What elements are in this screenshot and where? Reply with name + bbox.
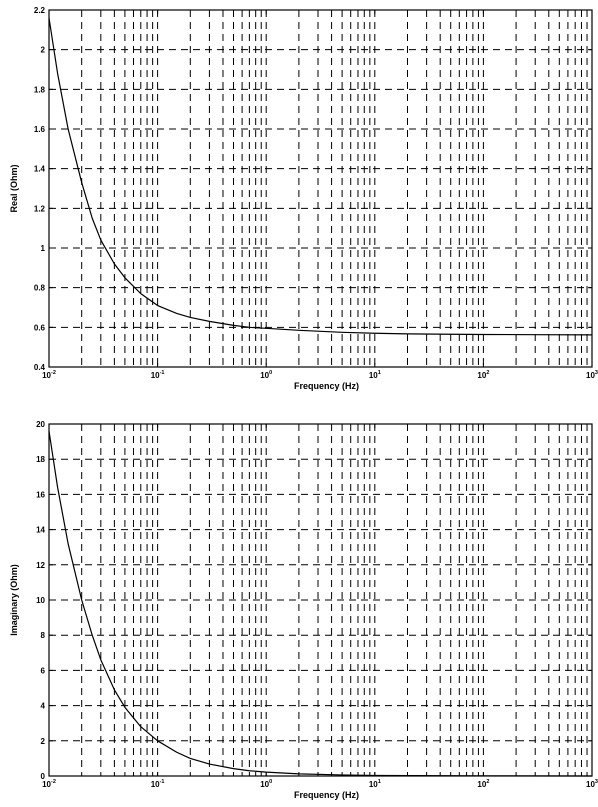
x-axis-label: Frequency (Hz) (294, 381, 359, 391)
x-tick-exponent: 3 (595, 779, 598, 785)
x-tick-label: 102 (477, 779, 489, 789)
y-tick-label: 1.6 (34, 125, 46, 134)
grid (49, 10, 592, 367)
x-tick-exponent: -1 (160, 370, 165, 376)
x-tick-exponent: 1 (378, 370, 381, 376)
x-tick-base: 10 (586, 371, 595, 380)
y-tick-label: 0.4 (34, 363, 46, 372)
y-tick-label: 1.8 (34, 85, 46, 94)
x-tick-base: 10 (586, 780, 595, 789)
x-tick-label: 10-1 (151, 370, 165, 380)
x-tick-exponent: -2 (51, 370, 56, 376)
plot-area (49, 10, 592, 367)
axes-box (48, 9, 593, 368)
x-tick-base: 10 (369, 780, 378, 789)
x-tick-base: 10 (260, 780, 269, 789)
x-tick-base: 10 (151, 371, 160, 380)
grid (49, 424, 592, 776)
y-tick-label: 20 (36, 420, 45, 429)
y-tick-label: 4 (41, 702, 46, 711)
x-tick-label: 10-1 (151, 779, 165, 789)
x-tick-exponent: 0 (269, 370, 272, 376)
x-tick-base: 10 (369, 371, 378, 380)
y-tick-label: 16 (36, 490, 45, 499)
x-tick-label: 103 (586, 779, 598, 789)
x-tick-base: 10 (42, 371, 51, 380)
x-tick-label: 10-2 (42, 370, 56, 380)
y-tick-label: 0.6 (34, 323, 46, 332)
y-tick-label: 1 (41, 244, 46, 253)
y-tick-label: 2.2 (34, 6, 46, 15)
series-line (48, 17, 593, 336)
real-part-chart: 0.40.60.811.21.41.61.822.210-2 10-1 100 101… (9, 6, 598, 391)
y-tick-label: 18 (36, 455, 45, 464)
x-tick-exponent: 2 (486, 370, 489, 376)
y-axis-label: Real (Ohm) (9, 164, 19, 212)
x-tick-base: 10 (477, 780, 486, 789)
x-tick-base: 10 (477, 371, 486, 380)
y-axis-label: Imaginary (Ohm) (9, 564, 19, 636)
y-tick-label: 0.8 (34, 284, 46, 293)
x-axis-label: Frequency (Hz) (294, 790, 359, 800)
y-tick-label: 10 (36, 596, 45, 605)
y-tick-label: 0 (41, 772, 46, 781)
x-tick-base: 10 (151, 780, 160, 789)
y-tick-label: 1.4 (34, 165, 46, 174)
y-tick-label: 12 (36, 561, 45, 570)
x-tick-exponent: 1 (378, 779, 381, 785)
x-tick-label: 101 (369, 370, 381, 380)
x-tick-label: 102 (477, 370, 489, 380)
y-tick-label: 14 (36, 526, 45, 535)
x-tick-label: 100 (260, 370, 272, 380)
x-tick-exponent: -2 (51, 779, 56, 785)
y-tick-label: 2 (41, 737, 46, 746)
x-tick-label: 103 (586, 370, 598, 380)
x-tick-exponent: 3 (595, 370, 598, 376)
x-tick-exponent: 0 (269, 779, 272, 785)
y-tick-label: 1.2 (34, 204, 46, 213)
x-tick-label: 10-2 (42, 779, 56, 789)
x-tick-exponent: 2 (486, 779, 489, 785)
y-tick-label: 2 (41, 46, 46, 55)
series-line (48, 430, 593, 777)
y-tick-label: 8 (41, 631, 46, 640)
x-tick-base: 10 (260, 371, 269, 380)
x-tick-exponent: -1 (160, 779, 165, 785)
x-tick-base: 10 (42, 780, 51, 789)
x-tick-label: 100 (260, 779, 272, 789)
x-tick-label: 101 (369, 779, 381, 789)
y-tick-label: 6 (41, 666, 46, 675)
